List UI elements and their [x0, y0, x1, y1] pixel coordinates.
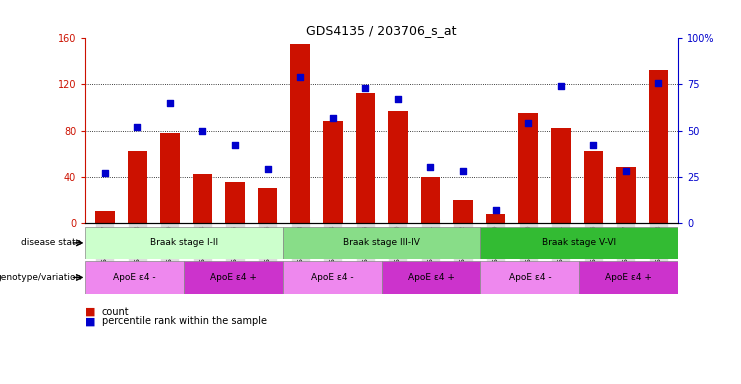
Bar: [95, 211, 115, 223]
Bar: [85, 227, 283, 259]
Point: [392, 96, 404, 102]
Text: ApoE ε4 +: ApoE ε4 +: [210, 273, 257, 282]
Point: [490, 207, 502, 213]
Point: [294, 74, 306, 80]
Point: [457, 168, 469, 174]
Point: [425, 164, 436, 170]
Point: [588, 142, 599, 148]
Point: [196, 127, 208, 134]
Point: [131, 124, 143, 130]
Point: [229, 142, 241, 148]
Bar: [584, 151, 603, 223]
Point: [99, 170, 110, 176]
Text: Braak stage I-II: Braak stage I-II: [150, 238, 218, 247]
Bar: [551, 128, 571, 223]
Bar: [323, 121, 342, 223]
Point: [620, 168, 632, 174]
Bar: [225, 182, 245, 223]
Bar: [648, 70, 668, 223]
Text: genotype/variation: genotype/variation: [0, 273, 82, 282]
Bar: [453, 200, 473, 223]
Text: ApoE ε4 +: ApoE ε4 +: [605, 273, 652, 282]
Bar: [388, 111, 408, 223]
Text: Braak stage III-IV: Braak stage III-IV: [343, 238, 420, 247]
Text: ApoE ε4 +: ApoE ε4 +: [408, 273, 454, 282]
Bar: [421, 177, 440, 223]
Text: disease state: disease state: [21, 238, 82, 247]
Bar: [193, 174, 212, 223]
Text: percentile rank within the sample: percentile rank within the sample: [102, 316, 267, 326]
Point: [653, 79, 665, 86]
Bar: [480, 261, 579, 294]
Bar: [356, 93, 375, 223]
Point: [262, 166, 273, 172]
Bar: [480, 227, 678, 259]
Point: [522, 120, 534, 126]
Bar: [579, 261, 678, 294]
Text: ApoE ε4 -: ApoE ε4 -: [113, 273, 156, 282]
Text: ■: ■: [85, 307, 96, 317]
Point: [164, 100, 176, 106]
Bar: [382, 261, 480, 294]
Bar: [616, 167, 636, 223]
Text: Braak stage V-VI: Braak stage V-VI: [542, 238, 617, 247]
Bar: [283, 261, 382, 294]
Point: [327, 114, 339, 121]
Point: [555, 83, 567, 89]
Bar: [290, 44, 310, 223]
Text: ApoE ε4 -: ApoE ε4 -: [311, 273, 353, 282]
Text: ApoE ε4 -: ApoE ε4 -: [508, 273, 551, 282]
Bar: [85, 261, 184, 294]
Text: count: count: [102, 307, 129, 317]
Bar: [283, 227, 480, 259]
Bar: [160, 133, 179, 223]
Bar: [486, 214, 505, 223]
Bar: [184, 261, 283, 294]
Point: [359, 85, 371, 91]
Bar: [519, 113, 538, 223]
Text: ■: ■: [85, 316, 96, 326]
Title: GDS4135 / 203706_s_at: GDS4135 / 203706_s_at: [306, 24, 457, 37]
Bar: [127, 151, 147, 223]
Bar: [258, 188, 277, 223]
